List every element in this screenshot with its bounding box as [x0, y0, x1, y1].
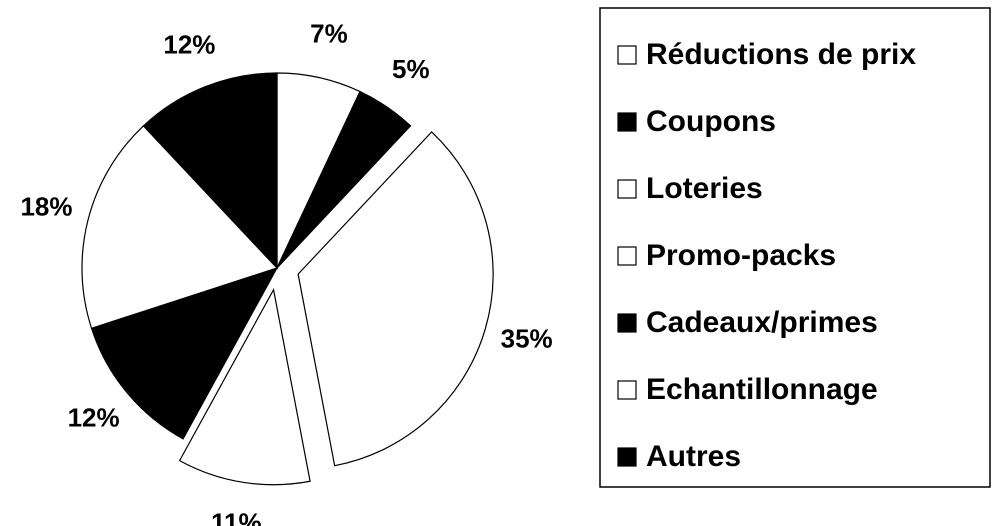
pie-slice [142, 72, 278, 270]
pie-slice [178, 287, 311, 486]
legend-label: Promo-packs [646, 239, 836, 272]
slice-label: 11% [211, 508, 262, 526]
legend-box [599, 7, 991, 488]
legend-swatch [617, 313, 637, 333]
slice-label: 18% [20, 192, 72, 222]
legend-swatch [617, 45, 637, 65]
legend-swatch [617, 112, 637, 132]
legend-swatch [617, 246, 637, 266]
slice-label: 5% [392, 54, 430, 84]
legend-label: Autres [646, 440, 741, 473]
legend-label: Echantillonnage [646, 373, 878, 406]
legend-swatch [617, 380, 637, 400]
legend-label: Cadeaux/primes [646, 306, 878, 339]
pie-slice [90, 266, 279, 440]
slice-label: 12% [68, 403, 120, 433]
pie-slice [276, 90, 412, 269]
legend-label: Loteries [646, 172, 763, 205]
pie-slice [81, 125, 279, 330]
legend-swatch [617, 447, 637, 467]
legend-swatch [617, 179, 637, 199]
pie-slice [297, 131, 494, 467]
slice-label: 7% [310, 19, 348, 49]
legend-label: Coupons [646, 105, 776, 138]
slice-label: 35% [501, 323, 553, 353]
slice-label: 12% [163, 30, 215, 60]
legend-label: Réductions de prix [646, 38, 916, 71]
